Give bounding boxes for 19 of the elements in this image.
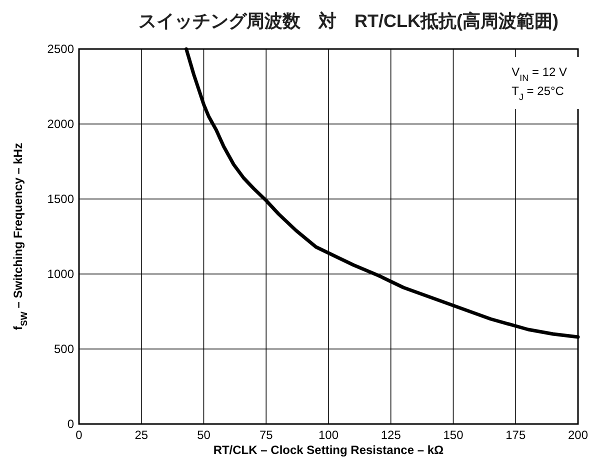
y-tick-label: 1500: [47, 192, 74, 206]
y-tick-label: 2500: [47, 42, 74, 56]
x-tick-label: 125: [380, 428, 402, 442]
annotation: T$_{J}$ = 25°C: [512, 84, 564, 102]
x-tick-label: 50: [197, 428, 211, 442]
x-tick-label: 100: [318, 428, 339, 442]
y-tick-label: 0: [67, 417, 74, 431]
annotation: V$_{IN}$ = 12 V: [512, 65, 568, 83]
x-tick-label: 0: [76, 428, 83, 442]
y-tick-label: 500: [54, 342, 74, 356]
x-tick-label: 75: [259, 428, 274, 442]
x-tick-label: 175: [506, 428, 526, 442]
x-tick-label: 200: [568, 428, 588, 442]
chart-title: スイッチング周波数 対 RT/CLK抵抗(高周波範囲): [138, 11, 558, 31]
y-tick-label: 2000: [47, 117, 74, 131]
y-tick-label: 1000: [47, 267, 74, 281]
x-tick-label: 25: [134, 428, 148, 442]
x-axis-title: RT/CLK – Clock Setting Resistance – kΩ: [213, 443, 444, 457]
x-tick-label: 150: [443, 428, 464, 442]
